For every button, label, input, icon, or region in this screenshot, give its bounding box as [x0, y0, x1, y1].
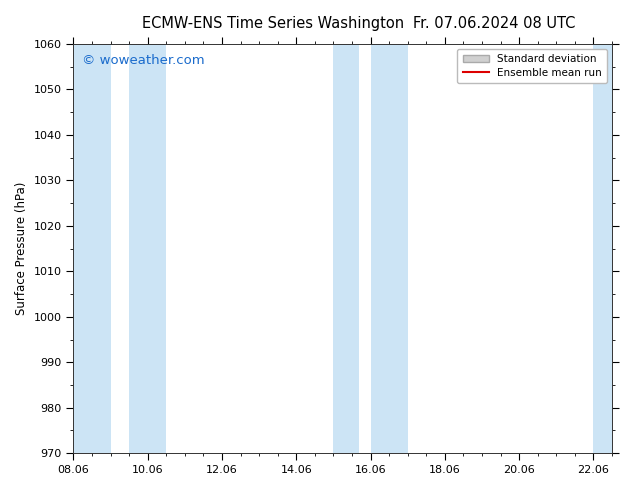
Bar — [333, 44, 359, 453]
Bar — [593, 44, 612, 453]
Text: © woweather.com: © woweather.com — [82, 54, 204, 67]
Bar — [129, 44, 166, 453]
Text: ECMW-ENS Time Series Washington: ECMW-ENS Time Series Washington — [141, 16, 404, 31]
Text: Fr. 07.06.2024 08 UTC: Fr. 07.06.2024 08 UTC — [413, 16, 576, 31]
Bar — [74, 44, 110, 453]
Y-axis label: Surface Pressure (hPa): Surface Pressure (hPa) — [15, 182, 28, 315]
Bar — [371, 44, 408, 453]
Legend: Standard deviation, Ensemble mean run: Standard deviation, Ensemble mean run — [457, 49, 607, 83]
